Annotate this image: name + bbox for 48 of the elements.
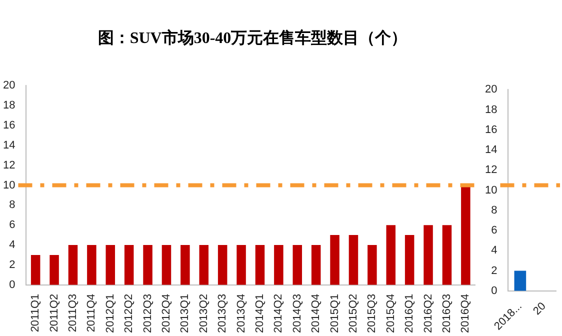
x-tick-label: 2013Q2 — [198, 294, 210, 334]
y-tick-label: 20 — [484, 84, 498, 96]
x-tick-label: 2016Q3 — [441, 294, 454, 334]
y-tick-label: 10 — [484, 184, 498, 196]
y-tick-label: 2 — [9, 258, 16, 271]
x-tick-label: 2012Q2 — [123, 294, 136, 334]
x-tick-label: 2016Q1 — [404, 294, 416, 334]
y-tick-label: 8 — [9, 199, 16, 212]
x-tick-label: 2013Q1 — [179, 294, 192, 334]
x-tick-label: 2015Q1 — [328, 294, 341, 334]
y-tick-label: 8 — [491, 204, 498, 216]
y-tick-label: 10 — [2, 179, 16, 192]
y-tick-label: 0 — [9, 278, 16, 291]
x-tick-label: 2013Q3 — [216, 294, 229, 334]
y-tick-label: 4 — [9, 239, 16, 252]
x-tick-label: 2014Q1 — [254, 294, 266, 334]
chart-title: 图：SUV市场30-40万元在售车型数目（个） — [96, 28, 408, 49]
x-tick-label: 2011Q3 — [67, 294, 80, 332]
x-tick-label: 2015Q4 — [384, 294, 397, 334]
y-tick-label: 6 — [9, 219, 16, 232]
x-tick-label: 2012Q3 — [142, 294, 154, 334]
x-tick-label: 2015Q3 — [366, 294, 378, 334]
x-tick-label: 2012Q1 — [104, 294, 116, 334]
y-tick-label: 16 — [484, 124, 498, 136]
y-tick-label: 0 — [491, 284, 498, 297]
y-tick-label: 4 — [491, 244, 498, 257]
y-tick-label: 14 — [2, 139, 16, 152]
y-tick-label: 6 — [491, 224, 498, 237]
x-tick-label: 2015Q2 — [348, 294, 360, 334]
y-tick-label: 2 — [491, 264, 498, 277]
x-tick-label: 2014Q2 — [272, 294, 285, 334]
y-tick-label: 18 — [2, 100, 16, 112]
x-tick-label: 2011Q4 — [86, 294, 98, 332]
x-tick-label: 2016Q4 — [460, 294, 472, 334]
x-tick-label: 2014Q4 — [310, 294, 322, 334]
x-tick-label: 20 — [531, 300, 548, 318]
x-tick-label: 2011Q2 — [48, 294, 60, 332]
x-tick-label: 2016Q2 — [422, 294, 434, 334]
y-tick-label: 20 — [2, 80, 16, 92]
y-tick-label: 14 — [484, 144, 498, 156]
y-tick-label: 16 — [2, 119, 16, 132]
x-tick-label: 2011Q1 — [30, 294, 42, 332]
x-tick-label: 2014Q3 — [291, 294, 304, 334]
y-tick-label: 12 — [484, 164, 498, 176]
y-tick-label: 18 — [484, 104, 498, 116]
x-tick-label: 2012Q4 — [160, 294, 173, 334]
x-tick-label: 2013Q4 — [235, 294, 248, 334]
y-tick-label: 12 — [2, 159, 16, 172]
